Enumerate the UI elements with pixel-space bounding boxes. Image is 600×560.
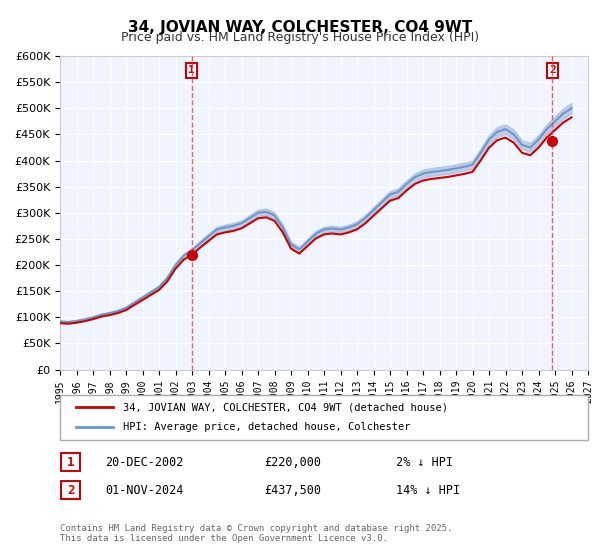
- FancyBboxPatch shape: [60, 395, 588, 440]
- Text: £437,500: £437,500: [264, 483, 321, 497]
- Text: 14% ↓ HPI: 14% ↓ HPI: [396, 483, 460, 497]
- FancyBboxPatch shape: [61, 453, 80, 471]
- Text: 34, JOVIAN WAY, COLCHESTER, CO4 9WT (detached house): 34, JOVIAN WAY, COLCHESTER, CO4 9WT (det…: [124, 402, 448, 412]
- Text: 1: 1: [67, 455, 74, 469]
- Text: 2% ↓ HPI: 2% ↓ HPI: [396, 455, 453, 469]
- Text: £220,000: £220,000: [264, 455, 321, 469]
- Text: 34, JOVIAN WAY, COLCHESTER, CO4 9WT: 34, JOVIAN WAY, COLCHESTER, CO4 9WT: [128, 20, 472, 35]
- FancyBboxPatch shape: [61, 481, 80, 499]
- Text: 01-NOV-2024: 01-NOV-2024: [105, 483, 184, 497]
- Text: Price paid vs. HM Land Registry's House Price Index (HPI): Price paid vs. HM Land Registry's House …: [121, 31, 479, 44]
- Text: Contains HM Land Registry data © Crown copyright and database right 2025.
This d: Contains HM Land Registry data © Crown c…: [60, 524, 452, 543]
- Text: 2: 2: [67, 483, 74, 497]
- Text: 1: 1: [188, 66, 195, 76]
- Text: 2: 2: [549, 66, 556, 76]
- Text: HPI: Average price, detached house, Colchester: HPI: Average price, detached house, Colc…: [124, 422, 411, 432]
- Text: 20-DEC-2002: 20-DEC-2002: [105, 455, 184, 469]
